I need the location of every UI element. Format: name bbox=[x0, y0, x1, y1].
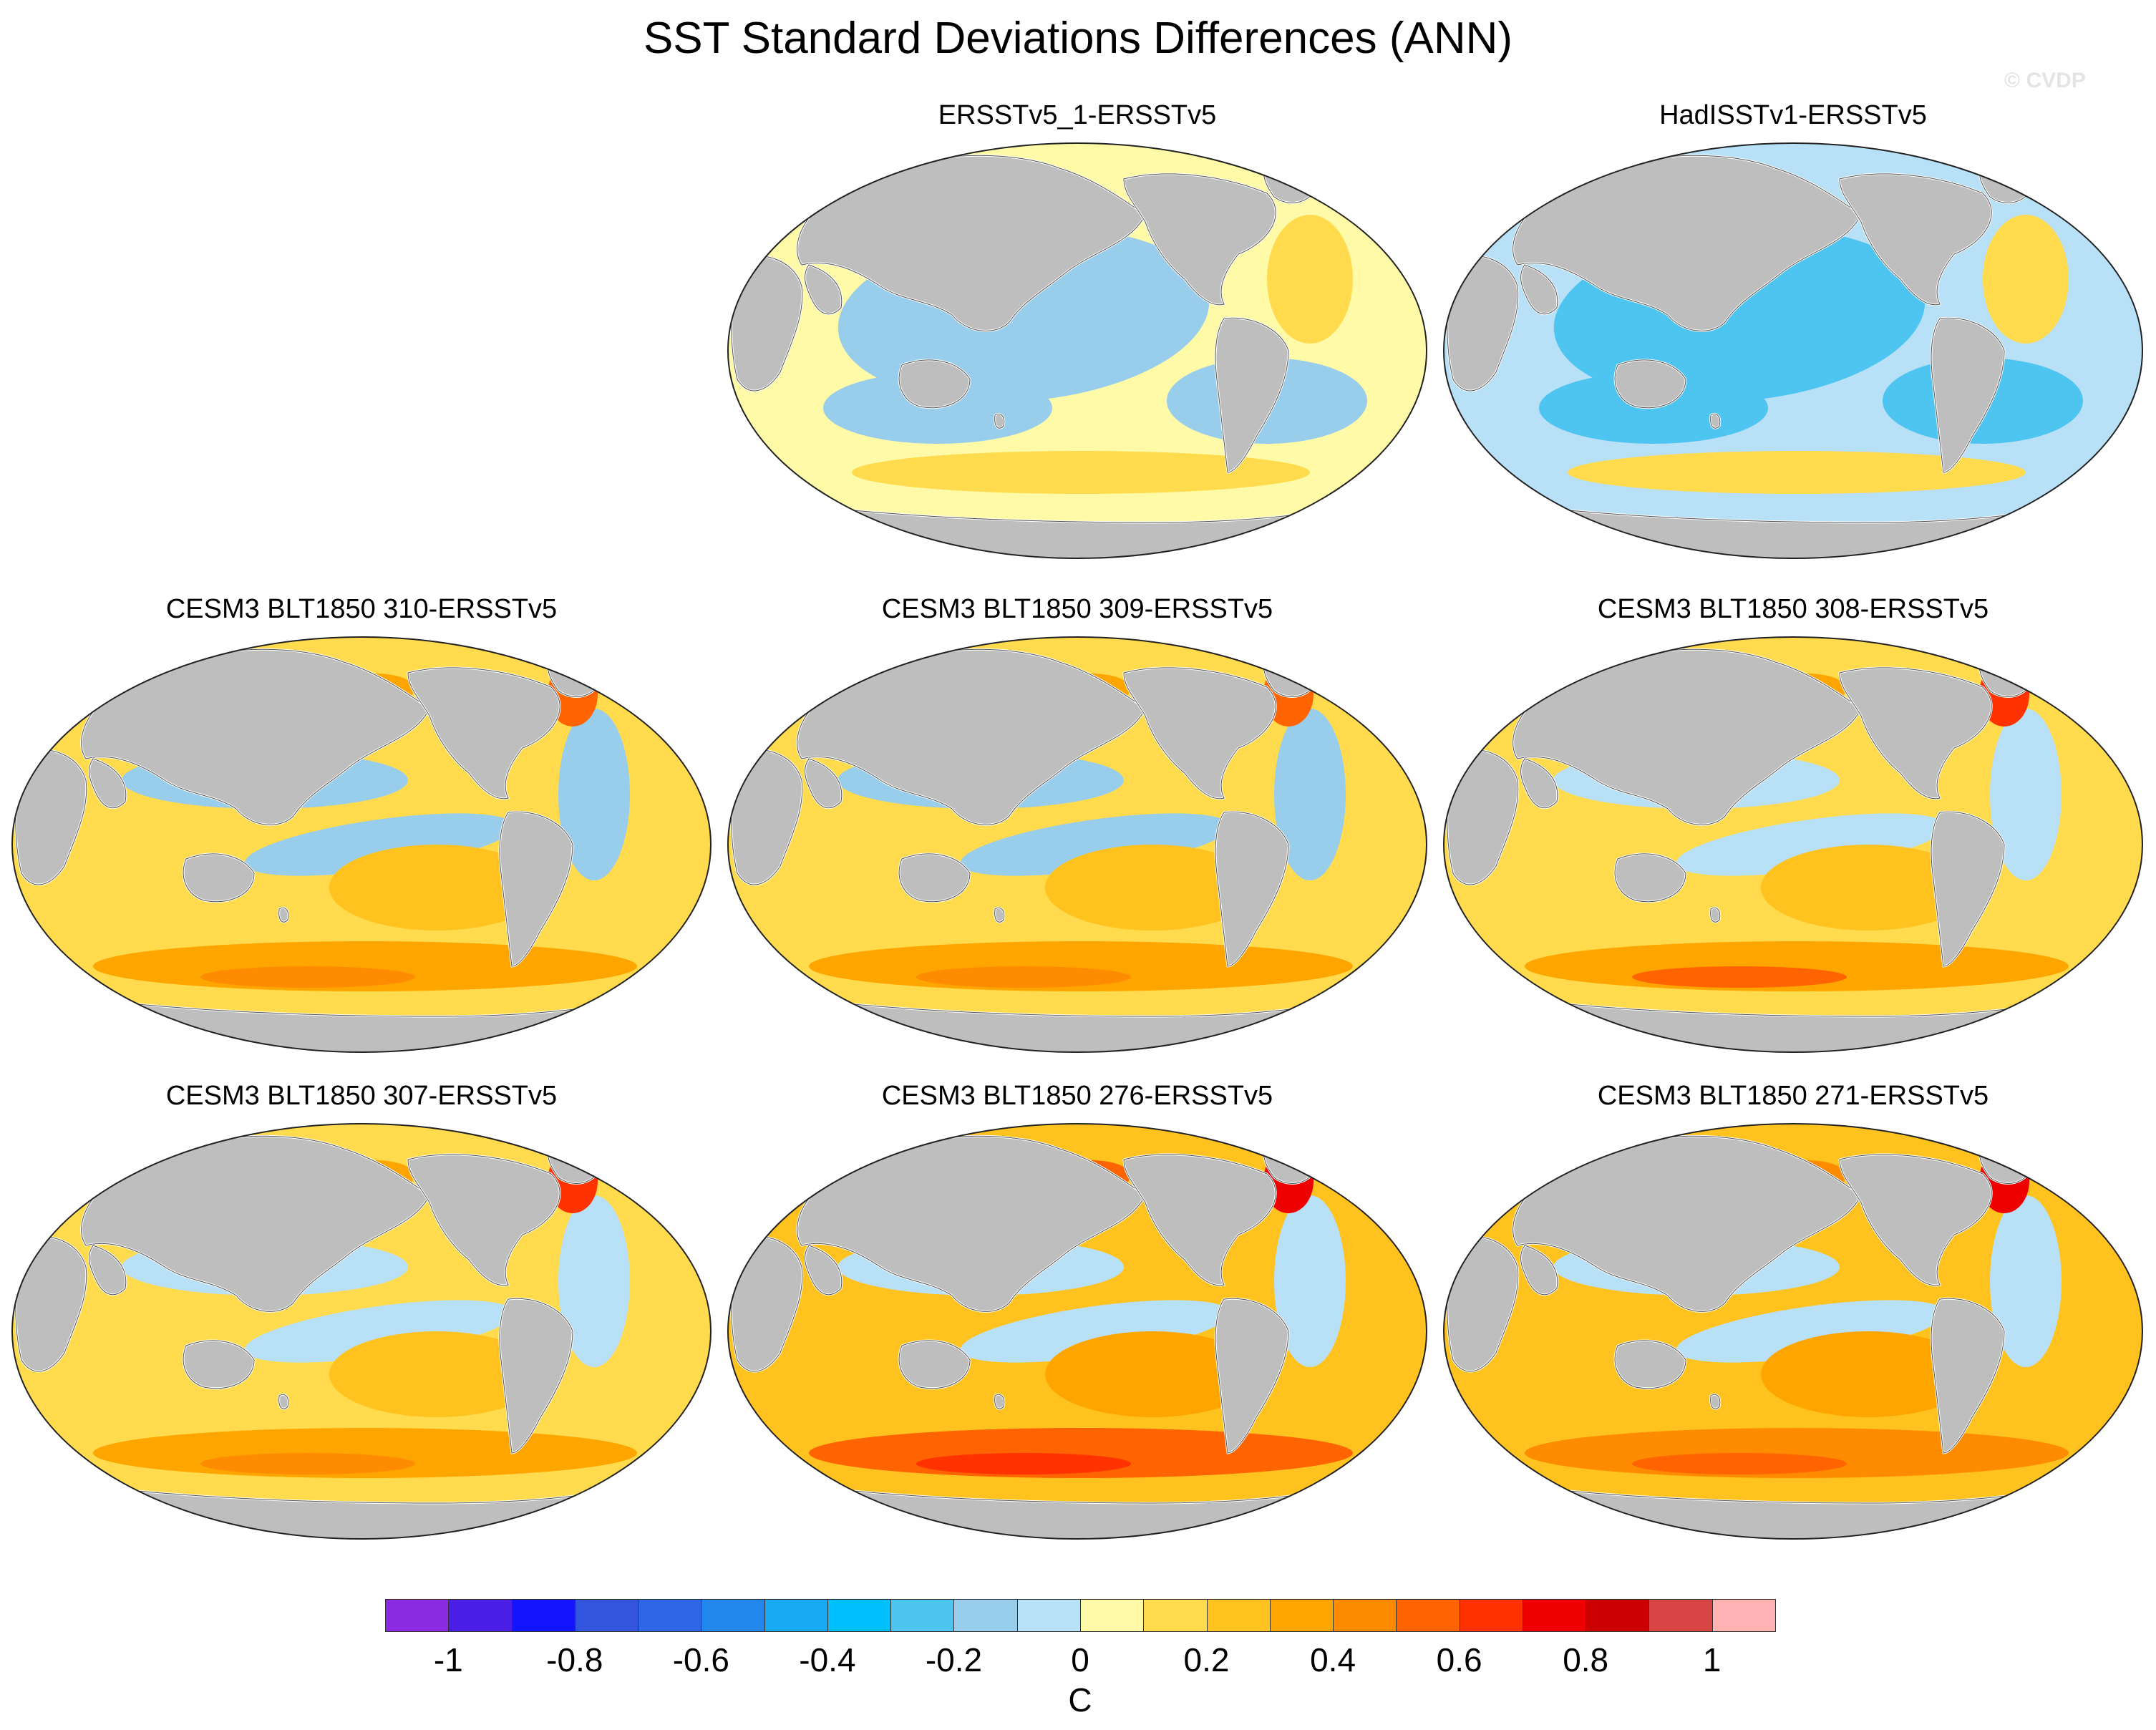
panel-title: HadISSTv1-ERSSTv5 bbox=[1659, 100, 1927, 130]
colorbar-tick-label: 0.2 bbox=[1183, 1641, 1230, 1678]
map-panel: CESM3 BLT1850 310-ERSSTv5 bbox=[7, 594, 716, 1053]
world-map bbox=[11, 1123, 712, 1540]
colorbar bbox=[385, 1599, 1776, 1633]
colorbar-box bbox=[890, 1599, 955, 1632]
colorbar-tick-label: 1 bbox=[1702, 1641, 1722, 1678]
figure-title: SST Standard Deviations Differences (ANN… bbox=[643, 14, 1513, 63]
colorbar-box bbox=[1459, 1599, 1523, 1632]
colorbar-tick-label: -0.4 bbox=[799, 1641, 856, 1678]
colorbar-units: C bbox=[1068, 1681, 1092, 1719]
colorbar-box bbox=[385, 1599, 450, 1632]
panel-title: CESM3 BLT1850 271-ERSSTv5 bbox=[1597, 1081, 1989, 1111]
map-panel: CESM3 BLT1850 271-ERSSTv5 bbox=[1439, 1081, 2147, 1540]
colorbar-box bbox=[1206, 1599, 1271, 1632]
map-panel: ERSSTv5_1-ERSSTv5 bbox=[723, 100, 1432, 559]
world-map bbox=[1443, 636, 2143, 1053]
colorbar-box bbox=[1396, 1599, 1460, 1632]
colorbar-box bbox=[448, 1599, 513, 1632]
colorbar-tick-label: 0.4 bbox=[1310, 1641, 1356, 1678]
colorbar-box bbox=[574, 1599, 639, 1632]
world-map bbox=[1443, 1123, 2143, 1540]
map-panel: CESM3 BLT1850 309-ERSSTv5 bbox=[723, 594, 1432, 1053]
colorbar-box bbox=[1711, 1599, 1776, 1632]
world-map bbox=[727, 636, 1427, 1053]
panel-title: CESM3 BLT1850 307-ERSSTv5 bbox=[165, 1081, 558, 1111]
colorbar-box bbox=[701, 1599, 765, 1632]
colorbar-box bbox=[1143, 1599, 1208, 1632]
colorbar-box bbox=[511, 1599, 576, 1632]
colorbar-box bbox=[827, 1599, 892, 1632]
colorbar-tick-label: 0.8 bbox=[1563, 1641, 1609, 1678]
colorbar-box bbox=[1648, 1599, 1713, 1632]
colorbar-box bbox=[1333, 1599, 1397, 1632]
colorbar-box bbox=[1269, 1599, 1334, 1632]
map-panel: HadISSTv1-ERSSTv5 bbox=[1439, 100, 2147, 559]
world-map bbox=[727, 142, 1427, 559]
map-panel: CESM3 BLT1850 276-ERSSTv5 bbox=[723, 1081, 1432, 1540]
colorbar-box bbox=[638, 1599, 702, 1632]
world-map bbox=[727, 1123, 1427, 1540]
panel-title: CESM3 BLT1850 310-ERSSTv5 bbox=[165, 594, 558, 624]
colorbar-tick-label: -0.6 bbox=[672, 1641, 729, 1678]
panel-title: CESM3 BLT1850 276-ERSSTv5 bbox=[881, 1081, 1273, 1111]
colorbar-tick-label: 0 bbox=[1071, 1641, 1089, 1678]
colorbar-tick-label: -0.8 bbox=[546, 1641, 603, 1678]
colorbar-tick-label: 0.6 bbox=[1436, 1641, 1482, 1678]
colorbar-box bbox=[1080, 1599, 1145, 1632]
colorbar-box bbox=[764, 1599, 828, 1632]
colorbar-tick-label: -1 bbox=[433, 1641, 463, 1678]
panel-title: CESM3 BLT1850 309-ERSSTv5 bbox=[881, 594, 1273, 624]
colorbar-box bbox=[953, 1599, 1018, 1632]
map-panel: CESM3 BLT1850 308-ERSSTv5 bbox=[1439, 594, 2147, 1053]
cvdp-watermark: © CVDP bbox=[2004, 69, 2086, 92]
panel-title: CESM3 BLT1850 308-ERSSTv5 bbox=[1597, 594, 1989, 624]
colorbar-box bbox=[1016, 1599, 1081, 1632]
map-panel: CESM3 BLT1850 307-ERSSTv5 bbox=[7, 1081, 716, 1540]
colorbar-box bbox=[1522, 1599, 1587, 1632]
colorbar-box bbox=[1586, 1599, 1650, 1632]
panel-title: ERSSTv5_1-ERSSTv5 bbox=[938, 100, 1217, 130]
world-map bbox=[11, 636, 712, 1053]
colorbar-tick-label: -0.2 bbox=[925, 1641, 983, 1678]
world-map bbox=[1443, 142, 2143, 559]
